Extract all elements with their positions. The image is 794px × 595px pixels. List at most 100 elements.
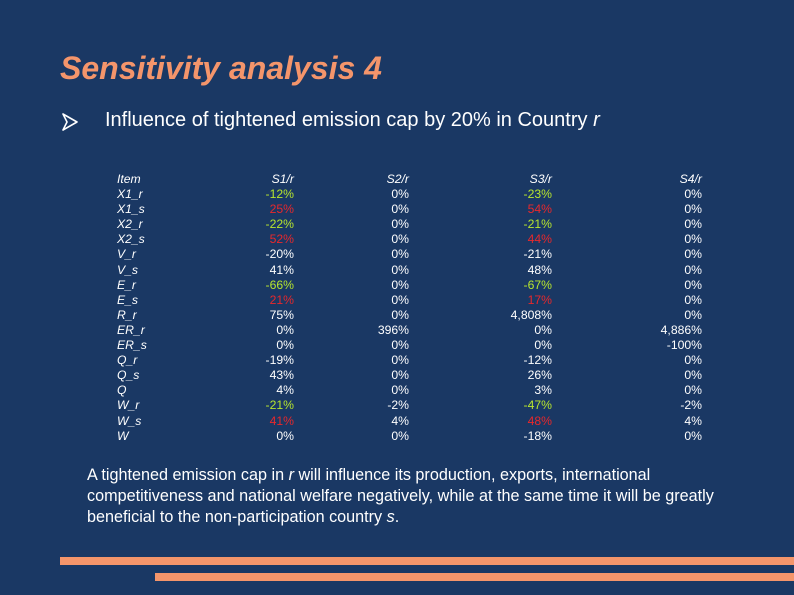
row-item-label: X2_s — [117, 232, 145, 247]
cell-s3: -67% — [523, 277, 552, 292]
column-header: S1/r — [271, 172, 294, 186]
cell-s3: 0% — [534, 322, 552, 337]
row-item-label: ER_r — [117, 322, 145, 337]
cell-s4: 0% — [684, 292, 702, 307]
column-header: S3/r — [529, 172, 552, 186]
row-item-label: E_s — [117, 292, 139, 307]
cell-s4: 0% — [684, 353, 702, 368]
cell-s2: 0% — [391, 292, 409, 307]
table-row: X1_r -12% 0% -23% 0% — [117, 187, 702, 202]
cell-s3: -21% — [523, 217, 552, 232]
row-item-label: V_s — [117, 262, 139, 277]
table-row: V_r -20% 0% -21% 0% — [117, 247, 702, 262]
column-header: S4/r — [679, 172, 702, 186]
cell-s1: 52% — [269, 232, 294, 247]
cell-s4: 4% — [684, 413, 702, 428]
cell-s3: -18% — [523, 428, 552, 443]
cell-s3: 4,808% — [510, 307, 552, 322]
cell-s4: 0% — [684, 277, 702, 292]
table-row: E_r -66% 0% -67% 0% — [117, 278, 702, 293]
row-item-label: ER_s — [117, 338, 147, 353]
table-row: V_s 41% 0% 48% 0% — [117, 263, 702, 278]
cell-s1: 25% — [269, 202, 294, 217]
cell-s2: 0% — [391, 262, 409, 277]
cell-s4: 4,886% — [660, 322, 702, 337]
cell-s3: 48% — [527, 413, 552, 428]
cell-s3: -12% — [523, 353, 552, 368]
cell-s1: -21% — [265, 398, 294, 413]
cell-s1: 0% — [276, 428, 294, 443]
row-item-label: W — [117, 428, 129, 443]
cell-s1: 41% — [269, 262, 294, 277]
cell-s4: 0% — [684, 262, 702, 277]
cell-s1: -12% — [265, 187, 294, 202]
cell-s4: 0% — [684, 217, 702, 232]
cell-s3: 54% — [527, 202, 552, 217]
table-row: R_r 75% 0% 4,808% 0% — [117, 308, 702, 323]
table-header-row: Item S1/r S2/r S3/r S4/r — [117, 172, 702, 187]
cell-s2: 0% — [391, 428, 409, 443]
row-item-label: Q_s — [117, 368, 140, 383]
table-row: W 0% 0% -18% 0% — [117, 429, 702, 444]
cell-s3: 3% — [534, 383, 552, 398]
bullet-text: Influence of tightened emission cap by 2… — [105, 109, 600, 131]
country-label: r — [593, 109, 600, 131]
row-item-label: V_r — [117, 247, 136, 262]
table-row: X2_r -22% 0% -21% 0% — [117, 217, 702, 232]
table-row: W_r -21% -2% -47% -2% — [117, 398, 702, 413]
cell-s1: 0% — [276, 338, 294, 353]
cell-s3: 48% — [527, 262, 552, 277]
row-item-label: W_s — [117, 413, 142, 428]
cell-s3: 44% — [527, 232, 552, 247]
cell-s1: -19% — [265, 353, 294, 368]
cell-s2: -2% — [387, 398, 409, 413]
row-item-label: X2_r — [117, 217, 143, 232]
cell-s3: 17% — [527, 292, 552, 307]
table-row: ER_s 0% 0% 0% -100% — [117, 338, 702, 353]
cell-s1: 4% — [276, 383, 294, 398]
cell-s2: 0% — [391, 368, 409, 383]
cell-s1: 21% — [269, 292, 294, 307]
table-row: W_s 41% 4% 48% 4% — [117, 414, 702, 429]
cell-s2: 0% — [391, 383, 409, 398]
cell-s4: -2% — [680, 398, 702, 413]
row-item-label: R_r — [117, 307, 137, 322]
row-item-label: Q_r — [117, 353, 138, 368]
cell-s4: 0% — [684, 383, 702, 398]
row-item-label: Q — [117, 383, 127, 398]
table-row: X2_s 52% 0% 44% 0% — [117, 232, 702, 247]
table-row: X1_s 25% 0% 54% 0% — [117, 202, 702, 217]
cell-s2: 0% — [391, 187, 409, 202]
table-row: Q_s 43% 0% 26% 0% — [117, 368, 702, 383]
table-row: ER_r 0% 396% 0% 4,886% — [117, 323, 702, 338]
cell-s3: -47% — [523, 398, 552, 413]
cell-s2: 0% — [391, 232, 409, 247]
cell-s2: 4% — [391, 413, 409, 428]
cell-s4: 0% — [684, 187, 702, 202]
cell-s1: -20% — [265, 247, 294, 262]
arrow-bullet-icon — [62, 113, 78, 131]
summary-text: A tightened emission cap in r will influ… — [87, 466, 714, 526]
cell-s4: 0% — [684, 247, 702, 262]
column-header: S2/r — [386, 172, 409, 186]
cell-s4: 0% — [684, 368, 702, 383]
cell-s2: 0% — [391, 338, 409, 353]
cell-s3: -21% — [523, 247, 552, 262]
cell-s3: 26% — [527, 368, 552, 383]
cell-s1: -22% — [265, 217, 294, 232]
cell-s1: 43% — [269, 368, 294, 383]
table-row: E_s 21% 0% 17% 0% — [117, 293, 702, 308]
cell-s4: -100% — [666, 338, 702, 353]
cell-s2: 0% — [391, 307, 409, 322]
sensitivity-table: Item S1/r S2/r S3/r S4/r X1_r -12% 0% -23% 0% X1_… — [117, 172, 702, 444]
cell-s2: 0% — [391, 202, 409, 217]
row-item-label: X1_s — [117, 202, 145, 217]
cell-s4: 0% — [684, 307, 702, 322]
cell-s2: 0% — [391, 217, 409, 232]
row-item-label: X1_r — [117, 187, 143, 202]
cell-s1: 75% — [269, 307, 294, 322]
cell-s4: 0% — [684, 202, 702, 217]
cell-s2: 396% — [377, 322, 409, 337]
accent-bar-top — [60, 557, 794, 565]
slide-title: Sensitivity analysis 4 — [60, 50, 382, 86]
